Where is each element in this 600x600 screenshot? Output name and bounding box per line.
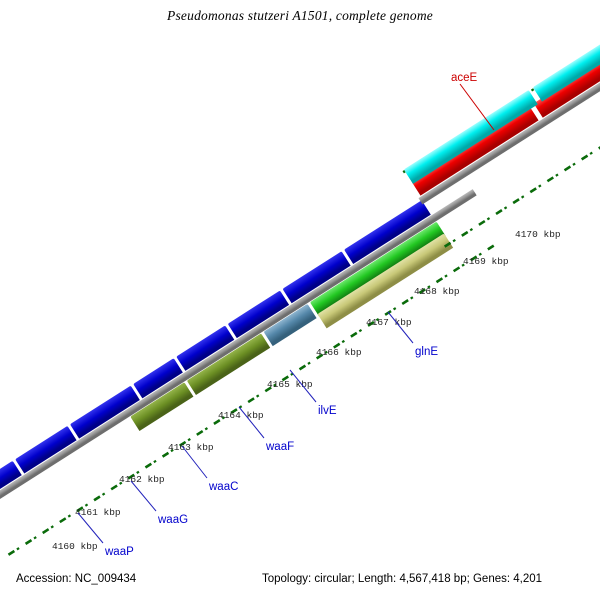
tick-label: 4163 kbp bbox=[168, 442, 214, 453]
gene-leader-lines bbox=[77, 311, 414, 544]
aceE-leader-line bbox=[459, 83, 495, 131]
gene-label-aceE[interactable]: aceE bbox=[451, 72, 478, 84]
backbone-line bbox=[418, 0, 600, 203]
gene-label-glnE[interactable]: glnE bbox=[415, 346, 438, 358]
gene-bar bbox=[70, 386, 140, 439]
genome-summary: Topology: circular; Length: 4,567,418 bp… bbox=[262, 573, 543, 585]
tick-label: 4170 kbp bbox=[515, 229, 561, 240]
status-bar: Accession: NC_009434 Topology: circular;… bbox=[0, 573, 600, 593]
backbone-shadow bbox=[0, 192, 477, 518]
gene-label-waaF[interactable]: waaF bbox=[265, 441, 294, 453]
gene-bar bbox=[176, 326, 235, 371]
tick-label: 4168 kbp bbox=[414, 286, 460, 297]
gene-label-waaG[interactable]: waaG bbox=[157, 514, 188, 526]
forward-strand-genes[interactable] bbox=[0, 200, 431, 511]
tick-label: 4161 kbp bbox=[75, 507, 121, 518]
gene-bar bbox=[130, 382, 194, 432]
tick-label: 4166 kbp bbox=[316, 347, 362, 358]
gene-bar-ilvE bbox=[264, 304, 317, 347]
gene-labels[interactable]: waaP waaG waaC waaF ilvE glnE aceE bbox=[104, 72, 478, 558]
ruler-ticks-upper bbox=[402, 0, 600, 248]
ruler-ticks-lower bbox=[7, 243, 497, 556]
genome-segment-upper[interactable] bbox=[398, 0, 600, 248]
tick-label: 4169 kbp bbox=[463, 256, 509, 267]
gene-bar bbox=[187, 333, 271, 396]
gene-bar bbox=[0, 461, 22, 511]
gene-label-waaC[interactable]: waaC bbox=[208, 481, 238, 493]
page-title: Pseudomonas stutzeri A1501, complete gen… bbox=[167, 8, 433, 23]
backbone-line bbox=[0, 189, 476, 516]
gene-bar bbox=[15, 426, 77, 474]
tick-label: 4167 kbp bbox=[366, 317, 412, 328]
gene-bar bbox=[133, 358, 183, 399]
gene-bar bbox=[318, 234, 454, 329]
accession-label: Accession: NC_009434 bbox=[16, 573, 137, 585]
tick-label: 4165 kbp bbox=[267, 379, 313, 390]
tick-label: 4162 kbp bbox=[119, 474, 165, 485]
gene-bar bbox=[344, 200, 431, 265]
gene-label-waaP[interactable]: waaP bbox=[104, 546, 134, 558]
ruler-labels: 4160 kbp 4161 kbp 4162 kbp 4163 kbp 4164… bbox=[52, 229, 561, 552]
gene-label-ilvE[interactable]: ilvE bbox=[318, 405, 337, 417]
gene-bar bbox=[228, 291, 290, 339]
highlighted-gene-aceE[interactable] bbox=[404, 0, 600, 196]
tick-label: 4164 kbp bbox=[218, 410, 264, 421]
gene-bar bbox=[283, 251, 351, 304]
backbone-shadow bbox=[420, 2, 600, 205]
tick-label: 4160 kbp bbox=[52, 541, 98, 552]
reverse-strand-genes[interactable] bbox=[130, 222, 454, 443]
genome-segment-lower[interactable] bbox=[0, 174, 504, 561]
